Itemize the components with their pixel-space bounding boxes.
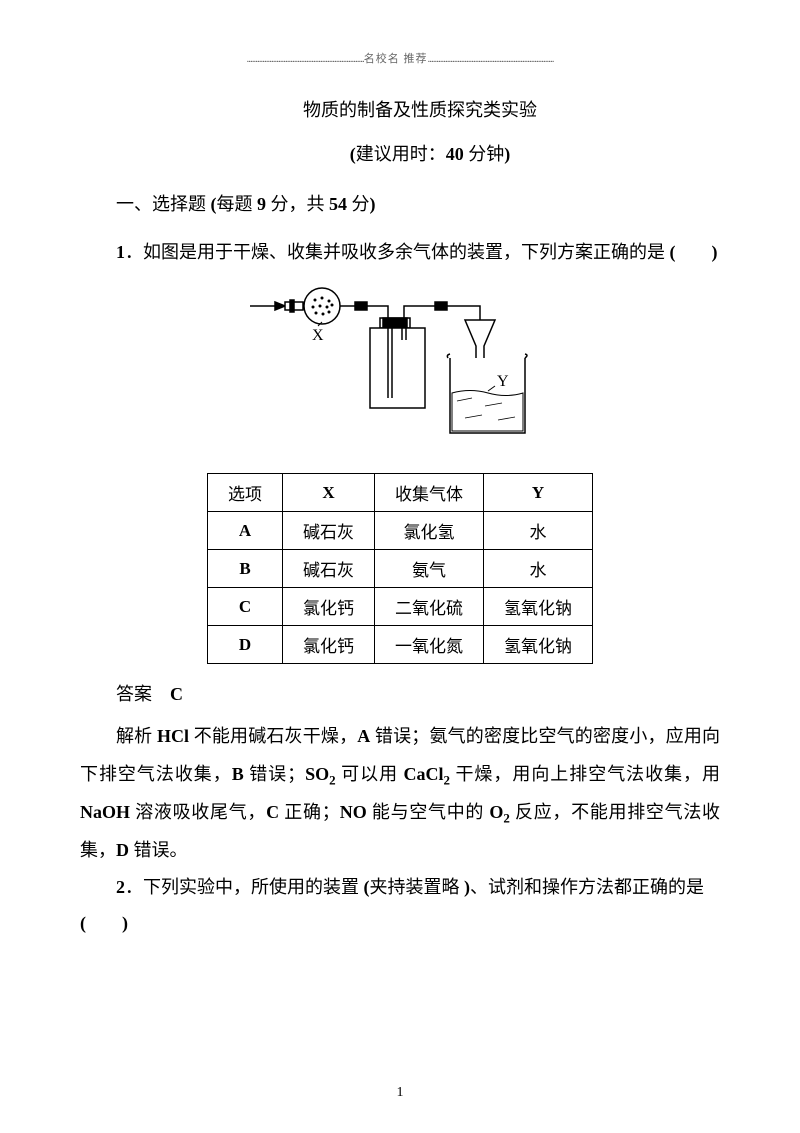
- subtitle-text1: 建议用时：: [356, 144, 446, 164]
- subtitle-paren-close: ): [504, 144, 510, 164]
- th-gas: 收集气体: [375, 474, 484, 512]
- exp-t8: 可以用: [336, 764, 404, 784]
- section-prefix: 一、选择题: [116, 194, 211, 214]
- exp-t11: NaOH: [80, 802, 130, 822]
- th-option: 选项: [208, 474, 283, 512]
- section-t1: 每题: [217, 194, 258, 214]
- exp-t12: 溶液吸收尾气，: [130, 802, 266, 822]
- cell: 氯化钙: [283, 626, 375, 664]
- cell: 氯化氢: [375, 512, 484, 550]
- cell: 碱石灰: [283, 550, 375, 588]
- question-1: 1．如图是用于干燥、收集并吸收多余气体的装置，下列方案正确的是 ( ): [80, 234, 720, 270]
- subtitle-num: 40: [446, 144, 464, 164]
- apparatus-svg: X: [240, 278, 560, 448]
- exp-t3: A: [357, 726, 370, 746]
- exp-t20: 错误。: [129, 840, 188, 860]
- question-2: 2．下列实验中，所使用的装置 (夹持装置略 )、试剂和操作方法都正确的是 ( ): [80, 869, 720, 941]
- page-header: ........................................…: [80, 50, 720, 66]
- subtitle: (建议用时：40 分钟): [140, 140, 720, 166]
- table-row: D 氯化钙 一氧化氮 氢氧化钠: [208, 626, 593, 664]
- q2-t2: 夹持装置略: [370, 877, 465, 897]
- exp-t17sub: 2: [503, 810, 510, 825]
- cell: 水: [484, 550, 593, 588]
- page-number: 1: [397, 1085, 404, 1101]
- exp-t13: C: [266, 802, 279, 822]
- cell: 氢氧化钠: [484, 626, 593, 664]
- svg-text:Y: Y: [497, 373, 509, 390]
- section-header: 一、选择题 (每题 9 分，共 54 分): [80, 190, 720, 216]
- q2-t1: ．下列实验中，所使用的装置: [125, 877, 364, 897]
- cell: B: [208, 550, 283, 588]
- q1-paren: ( ): [670, 242, 718, 262]
- cell: 碱石灰: [283, 512, 375, 550]
- q2-p3: ( ): [80, 913, 128, 933]
- exp-t5: B: [232, 764, 244, 784]
- cell: 二氧化硫: [375, 588, 484, 626]
- exp-t15: NO: [340, 802, 367, 822]
- options-table: 选项 X 收集气体 Y A 碱石灰 氯化氢 水 B 碱石灰 氨气 水 C 氯化钙…: [207, 473, 593, 664]
- exp-t1: HCl: [157, 726, 189, 746]
- exp-t9: CaCl: [404, 764, 444, 784]
- exp-t10: 干燥，用向上排空气法收集，用: [450, 764, 720, 784]
- svg-text:X: X: [312, 327, 324, 344]
- exp-t17: O: [489, 802, 503, 822]
- table-row: B 碱石灰 氨气 水: [208, 550, 593, 588]
- subtitle-text2: 分钟: [464, 144, 505, 164]
- q2-num: 2: [116, 877, 125, 897]
- apparatus-diagram: X: [80, 278, 720, 453]
- explanation-1: 解析 HCl 不能用碱石灰干燥，A 错误；氨气的密度比空气的密度小，应用向下排空…: [80, 718, 720, 869]
- q1-text: ．如图是用于干燥、收集并吸收多余气体的装置，下列方案正确的是: [125, 242, 670, 262]
- cell: 氨气: [375, 550, 484, 588]
- answer-label: 答案: [116, 684, 170, 704]
- table-row: C 氯化钙 二氧化硫 氢氧化钠: [208, 588, 593, 626]
- header-text: 名校名 推荐: [364, 53, 428, 65]
- section-total: 54: [329, 194, 347, 214]
- q1-num: 1: [116, 242, 125, 262]
- cell: A: [208, 512, 283, 550]
- section-paren-close: ): [370, 194, 376, 214]
- exp-t7: SO: [305, 764, 329, 784]
- exp-prefix: 解析: [116, 726, 157, 746]
- header-dots-left: ........................................…: [247, 53, 364, 65]
- exp-t19: D: [116, 840, 129, 860]
- exp-t6: 错误；: [244, 764, 305, 784]
- th-x: X: [283, 474, 375, 512]
- cell: 氯化钙: [283, 588, 375, 626]
- th-y: Y: [484, 474, 593, 512]
- cell: C: [208, 588, 283, 626]
- section-t2: 分，共: [266, 194, 329, 214]
- q2-t3: 、试剂和操作方法都正确的是: [470, 877, 704, 897]
- answer-1: 答案 C: [80, 680, 720, 706]
- cell: 水: [484, 512, 593, 550]
- cell: 氢氧化钠: [484, 588, 593, 626]
- page-title: 物质的制备及性质探究类实验: [120, 96, 720, 122]
- exp-t14: 正确；: [279, 802, 340, 822]
- table-header-row: 选项 X 收集气体 Y: [208, 474, 593, 512]
- exp-t16: 能与空气中的: [367, 802, 490, 822]
- header-dots-right: ........................................…: [428, 53, 554, 65]
- cell: 一氧化氮: [375, 626, 484, 664]
- section-t3: 分: [347, 194, 370, 214]
- section-points: 9: [257, 194, 266, 214]
- table-row: A 碱石灰 氯化氢 水: [208, 512, 593, 550]
- cell: D: [208, 626, 283, 664]
- exp-t2: 不能用碱石灰干燥，: [189, 726, 357, 746]
- answer-value: C: [170, 684, 183, 704]
